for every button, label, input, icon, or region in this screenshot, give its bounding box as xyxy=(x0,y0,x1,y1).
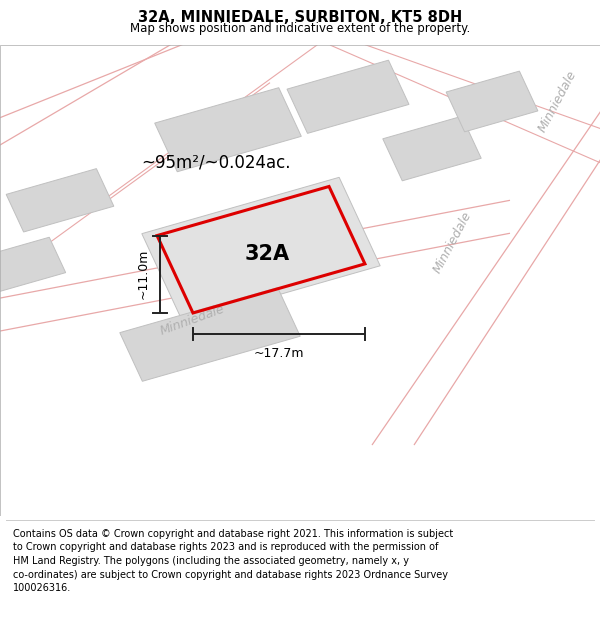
Polygon shape xyxy=(287,60,409,133)
Polygon shape xyxy=(446,71,538,132)
Polygon shape xyxy=(383,116,481,181)
Polygon shape xyxy=(155,88,301,172)
Text: Map shows position and indicative extent of the property.: Map shows position and indicative extent… xyxy=(130,22,470,35)
Text: 32A: 32A xyxy=(244,244,290,264)
Polygon shape xyxy=(120,288,300,381)
Text: Minniedale: Minniedale xyxy=(431,209,475,276)
Polygon shape xyxy=(142,177,380,322)
Text: ~17.7m: ~17.7m xyxy=(254,348,304,361)
Text: ~95m²/~0.024ac.: ~95m²/~0.024ac. xyxy=(141,154,291,172)
Text: Contains OS data © Crown copyright and database right 2021. This information is : Contains OS data © Crown copyright and d… xyxy=(13,529,454,593)
Text: Minniedale: Minniedale xyxy=(536,68,580,134)
Text: ~11.0m: ~11.0m xyxy=(137,249,149,299)
Text: 32A, MINNIEDALE, SURBITON, KT5 8DH: 32A, MINNIEDALE, SURBITON, KT5 8DH xyxy=(138,10,462,25)
Polygon shape xyxy=(6,169,114,232)
Text: Minniedale: Minniedale xyxy=(158,302,226,338)
Polygon shape xyxy=(0,238,65,295)
